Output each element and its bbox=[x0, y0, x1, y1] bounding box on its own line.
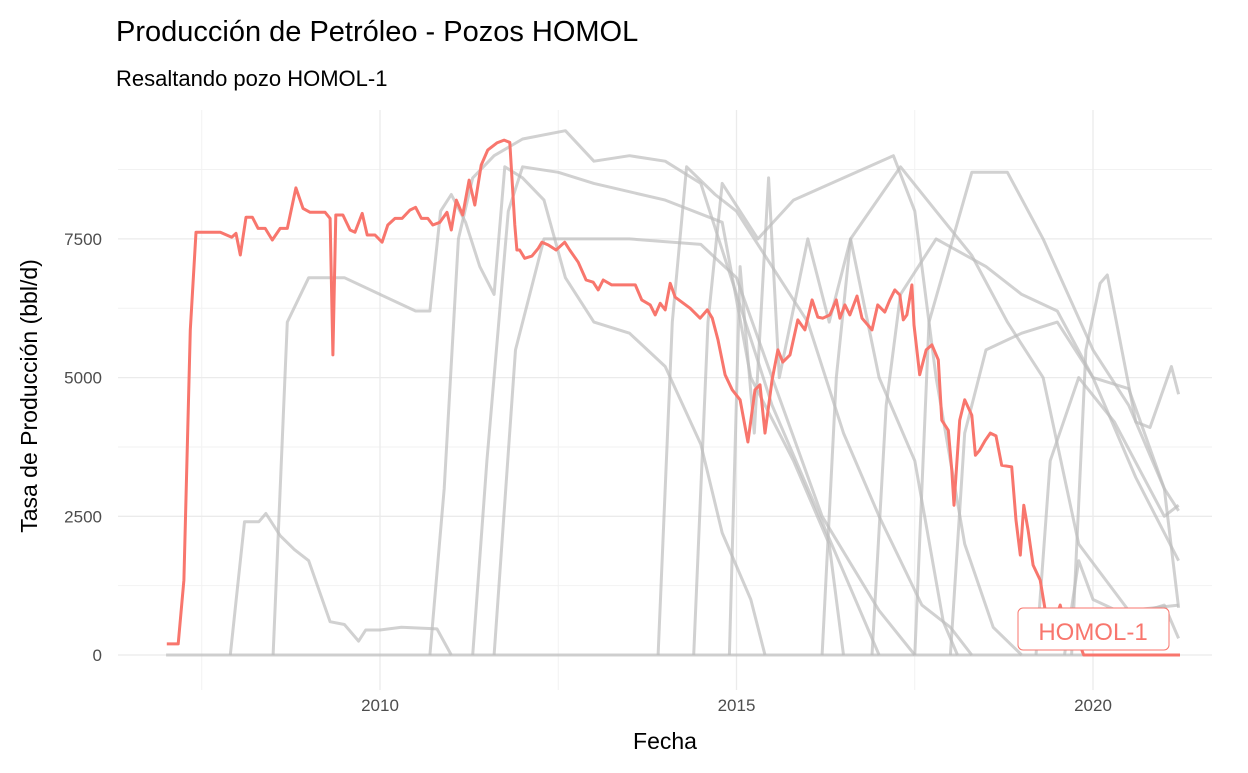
chart-title: Producción de Petróleo - Pozos HOMOL bbox=[116, 16, 638, 48]
x-tick-label: 2015 bbox=[718, 696, 756, 715]
other-well-line bbox=[948, 320, 1180, 656]
y-tick-label: 5000 bbox=[64, 369, 102, 388]
other-well-line bbox=[913, 170, 1181, 656]
other-well-line bbox=[271, 165, 767, 656]
y-axis-ticks: 0 2500 5000 7500 bbox=[64, 230, 102, 665]
other-well-line bbox=[692, 154, 1023, 657]
other-wells-lines bbox=[166, 129, 1181, 657]
other-well-line bbox=[870, 237, 1180, 656]
other-well-line bbox=[1034, 376, 1180, 656]
x-axis-ticks: 2010 2015 2020 bbox=[361, 696, 1112, 715]
y-tick-label: 0 bbox=[93, 646, 102, 665]
other-well-line bbox=[1070, 273, 1181, 656]
x-tick-label: 2020 bbox=[1074, 696, 1112, 715]
highlight-well-line bbox=[166, 138, 1180, 657]
other-well-line bbox=[492, 237, 916, 656]
x-axis-title: Fecha bbox=[633, 728, 697, 754]
highlight-label-box bbox=[1017, 607, 1170, 651]
highlight-label: HOMOL-1 bbox=[1017, 607, 1170, 651]
chart-subtitle: Resaltando pozo HOMOL-1 bbox=[116, 66, 387, 91]
y-tick-label: 7500 bbox=[64, 230, 102, 249]
y-tick-label: 2500 bbox=[64, 507, 102, 526]
highlight-label-text: HOMOL-1 bbox=[1038, 619, 1147, 646]
homol-1-line bbox=[166, 138, 1180, 657]
other-well-line bbox=[228, 512, 453, 656]
other-well-line bbox=[656, 165, 973, 656]
other-well-line bbox=[428, 129, 881, 656]
y-axis-title: Tasa de Producción (bbl/d) bbox=[16, 259, 42, 533]
x-tick-label: 2010 bbox=[361, 696, 399, 715]
other-well-line bbox=[820, 165, 1179, 656]
other-well-line bbox=[471, 165, 845, 656]
